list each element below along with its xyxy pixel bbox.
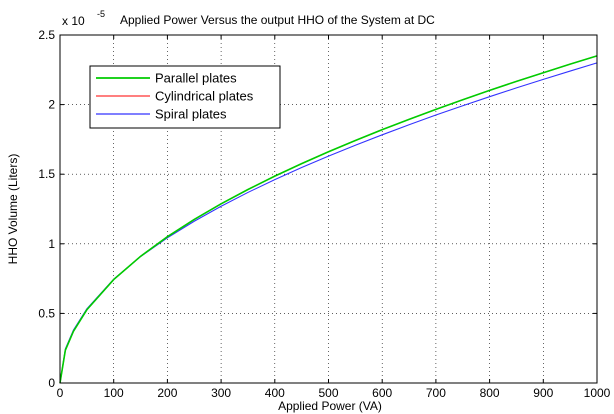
x-tick-label: 400 — [265, 386, 285, 400]
x-tick-label: 1000 — [584, 386, 611, 400]
y-axis-label: HHO Volume (Liters) — [6, 154, 20, 265]
grid — [60, 35, 597, 383]
series-line-parallel-plates — [59, 55, 598, 384]
x-tick-label: 0 — [57, 386, 64, 400]
y-tick-label: 2.5 — [38, 28, 55, 42]
x-tick-label: 500 — [318, 386, 338, 400]
y-ticks: 0 0.5 1 1.5 2 2.5 — [38, 28, 597, 390]
y-tick-label: 0 — [48, 376, 55, 390]
legend-label: Spiral plates — [155, 107, 227, 122]
series-layer — [59, 55, 598, 384]
chart-title: Applied Power Versus the output HHO of t… — [120, 13, 435, 27]
y-tick-label: 1 — [48, 237, 55, 251]
y-tick-label: 2 — [48, 98, 55, 112]
x-axis-label: Applied Power (VA) — [278, 399, 382, 413]
x-tick-label: 700 — [426, 386, 446, 400]
x-tick-label: 900 — [533, 386, 553, 400]
y-tick-label: 0.5 — [38, 306, 55, 320]
x-ticks: 0 100 200 300 400 500 600 700 800 900 1000 — [57, 35, 611, 400]
legend: Parallel plates Cylindrical plates Spiral … — [89, 65, 281, 129]
x-tick-label: 600 — [372, 386, 392, 400]
x-tick-label: 200 — [157, 386, 177, 400]
legend-box — [89, 65, 281, 129]
x-tick-label: 800 — [480, 386, 500, 400]
y-multiplier-exponent: -5 — [97, 9, 105, 19]
legend-label: Parallel plates — [155, 71, 237, 86]
x-tick-label: 100 — [104, 386, 124, 400]
legend-label: Cylindrical plates — [155, 89, 254, 104]
y-tick-label: 1.5 — [38, 167, 55, 181]
y-multiplier-base: x 10 — [62, 14, 85, 28]
x-tick-label: 300 — [211, 386, 231, 400]
